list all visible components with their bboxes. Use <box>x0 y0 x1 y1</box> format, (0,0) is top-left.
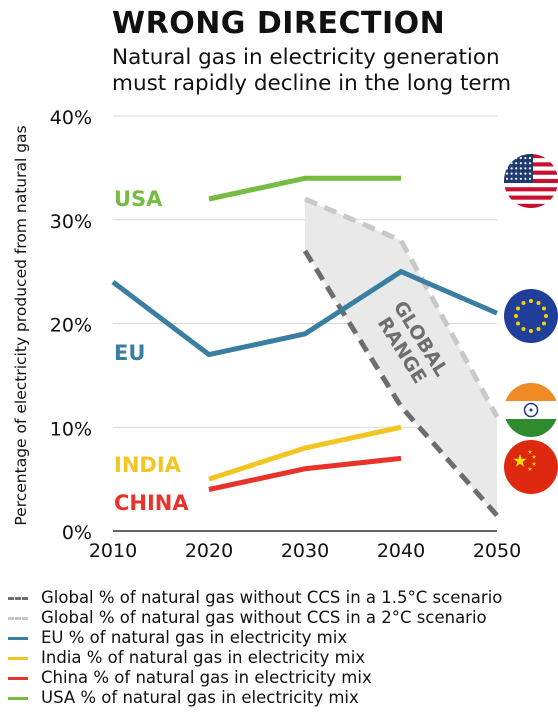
legend-label: Global % of natural gas without CCS in a… <box>41 608 487 627</box>
x-tick-label: 2020 <box>185 540 233 562</box>
x-tick-label: 2030 <box>281 540 329 562</box>
legend-swatch <box>8 637 28 640</box>
series-label-india: INDIA <box>114 453 182 477</box>
x-tick-label: 2040 <box>377 540 425 562</box>
chart-plot: 0% 10% 20% 30% 40% 2010 2020 2030 2040 2050 Percen… <box>12 107 558 562</box>
chart-title: WRONG DIRECTION <box>112 6 446 41</box>
x-tick-label: 2050 <box>473 540 521 562</box>
y-tick-label: 40% <box>50 107 92 129</box>
y-tick-label: 0% <box>62 522 92 544</box>
series-label-china: CHINA <box>114 491 189 515</box>
subtitle-line-2: must rapidly decline in the long term <box>112 71 512 96</box>
legend-label: USA % of natural gas in electricity mix <box>41 688 359 707</box>
y-tick-label: 30% <box>50 211 92 233</box>
y-tick-label: 10% <box>50 418 92 440</box>
global-range-band <box>305 199 497 516</box>
y-tick-label: 20% <box>50 315 92 337</box>
legend-swatch <box>8 597 28 600</box>
legend-label: EU % of natural gas in electricity mix <box>41 628 348 647</box>
series-label-usa: USA <box>114 187 163 211</box>
series-line-global15 <box>302 249 499 518</box>
legend-label: India % of natural gas in electricity mi… <box>41 648 366 667</box>
chart-subtitle: Natural gas in electricity generation mu… <box>112 45 511 97</box>
eu-flag-icon <box>504 289 558 343</box>
subtitle-line-1: Natural gas in electricity generation <box>112 45 500 70</box>
legend-label: China % of natural gas in electricity mi… <box>41 668 372 687</box>
legend-swatch <box>8 677 28 680</box>
legend-swatch <box>8 697 28 700</box>
series-line-eu <box>111 268 498 358</box>
series-line-china <box>208 455 402 492</box>
legend-label: Global % of natural gas without CCS in a… <box>41 588 503 607</box>
y-axis-label: Percentage of electricity produced from … <box>12 125 30 525</box>
series-line-global2 <box>304 196 500 419</box>
series-line-india <box>208 424 402 482</box>
legend-swatch <box>8 617 28 620</box>
china-flag-icon <box>504 440 558 494</box>
series-label-eu: EU <box>114 341 145 365</box>
india-flag-icon <box>504 383 558 437</box>
usa-flag-icon <box>504 154 558 208</box>
x-tick-label: 2010 <box>89 540 137 562</box>
legend-swatch <box>8 657 28 660</box>
series-line-usa <box>208 175 401 202</box>
